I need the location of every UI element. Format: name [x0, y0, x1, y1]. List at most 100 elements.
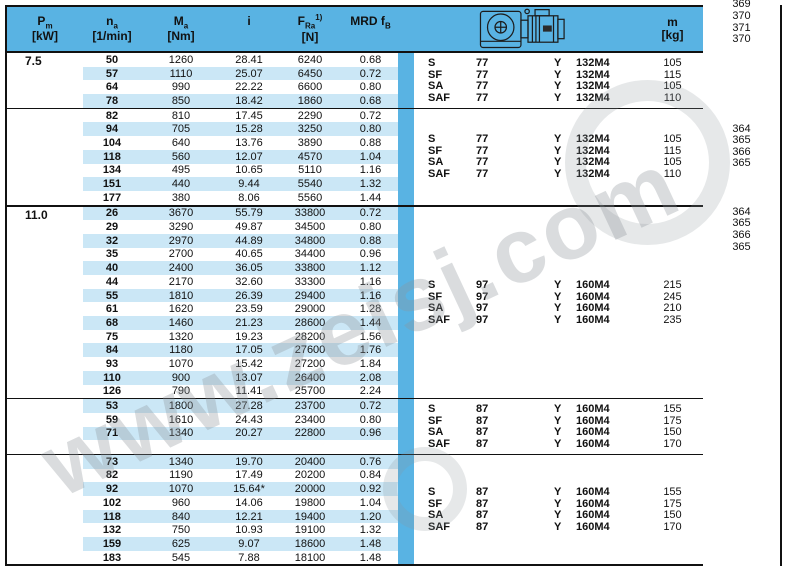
cell-output-torque: 900 [171, 371, 191, 384]
cell-output-speed: 84 [105, 344, 119, 357]
table-row: 26 3670 55.79 33800 0.72 [83, 206, 398, 221]
cell-service-factor: 0.80 [359, 221, 382, 234]
unit-type: SA [428, 426, 444, 439]
cell-output-speed: 59 [105, 413, 119, 426]
cell-output-torque: 960 [171, 496, 191, 509]
cell-service-factor: 1.48 [359, 551, 382, 564]
motor-frame: 160M4 [576, 290, 610, 303]
motor-series: Y [554, 91, 562, 104]
cell-gear-ratio: 17.45 [235, 109, 263, 122]
cell-gear-ratio: 10.65 [235, 164, 263, 177]
unit-mass: 155 [663, 486, 682, 499]
cell-gear-ratio: 15.42 [235, 357, 263, 370]
cell-output-torque: 1460 [168, 316, 194, 329]
cell-gear-ratio: 8.06 [238, 191, 260, 204]
power-column: 7.5 [7, 53, 83, 108]
motor-series: Y [554, 414, 562, 427]
unit-mass: 215 [663, 278, 682, 291]
cell-output-speed: 118 [103, 150, 121, 163]
cell-radial-force: 5560 [297, 191, 323, 204]
cell-radial-force: 5110 [298, 164, 322, 177]
cell-service-factor: 0.72 [359, 109, 382, 122]
motor-series: Y [554, 80, 562, 93]
cell-service-factor: 0.88 [359, 136, 382, 149]
cell-service-factor: 0.92 [359, 483, 382, 496]
motor-series: Y [554, 521, 562, 534]
cell-service-factor: 1.56 [359, 330, 382, 343]
cell-output-torque: 990 [171, 81, 191, 94]
table-row [83, 440, 398, 454]
catalog-page-number: 365 [703, 240, 780, 573]
col-header-speed-symbol: na [106, 13, 118, 31]
table-row: 50 1260 28.41 6240 0.68 [83, 53, 398, 67]
cell-radial-force: 3250 [297, 123, 323, 136]
motor-series: Y [554, 56, 562, 69]
cell-gear-ratio: 55.79 [235, 207, 263, 220]
table-row: 40 2400 36.05 33800 1.12 [83, 261, 398, 275]
cell-radial-force: 34800 [294, 234, 326, 247]
cell-radial-force: 28600 [294, 316, 326, 329]
cell-gear-ratio: 26.39 [235, 289, 263, 302]
motor-frame: 132M4 [576, 156, 610, 169]
cell-output-speed: 32 [105, 234, 119, 247]
cell-output-speed: 44 [105, 275, 119, 288]
motor-series: Y [554, 133, 562, 146]
unit-type: SF [428, 290, 443, 303]
cell-output-speed: 35 [105, 248, 119, 261]
cell-radial-force: 1860 [297, 94, 323, 107]
cell-gear-ratio: 18.42 [235, 94, 263, 107]
cell-radial-force: 18100 [294, 551, 326, 564]
col-header-ratio: i [221, 7, 277, 51]
cell-gear-ratio: 24.43 [235, 413, 263, 426]
unit-mass: 155 [663, 403, 682, 416]
power-column [7, 455, 83, 565]
motor-series: Y [554, 313, 562, 326]
cell-output-torque: 1810 [168, 289, 194, 302]
unit-mass: 115 [663, 144, 682, 157]
unit-mass: 105 [663, 133, 682, 146]
cell-radial-force: 23400 [294, 413, 326, 426]
cell-radial-force: 6240 [297, 53, 323, 66]
col-header-service-factor-symbol: MRD fB [350, 14, 391, 31]
cell-service-factor: 0.72 [359, 207, 382, 220]
power-column [7, 399, 83, 454]
cell-output-speed: 102 [102, 496, 122, 509]
unit-type: S [428, 278, 436, 291]
cell-radial-force: 6450 [297, 67, 323, 80]
table-row: 118 560 12.07 4570 1.04 [83, 149, 398, 164]
col-header-speed-unit: [1/min] [92, 29, 132, 44]
cell-radial-force: 19800 [294, 496, 326, 509]
unit-size: 87 [476, 509, 489, 522]
cell-gear-ratio: 15.64* [233, 483, 265, 496]
table-row: 57 1110 25.07 6450 0.72 [83, 66, 398, 81]
cell-output-speed: 134 [102, 164, 122, 177]
cell-output-torque: 2170 [168, 275, 194, 288]
motor-frame: 132M4 [576, 80, 610, 93]
cell-output-speed: 104 [102, 136, 122, 149]
cell-gear-ratio: 49.87 [235, 221, 263, 234]
unit-type: S [428, 486, 436, 499]
cell-radial-force: 29000 [294, 303, 326, 316]
cell-radial-force: 27200 [294, 357, 326, 370]
unit-type: S [428, 56, 436, 69]
col-header-power-symbol: Pm [37, 13, 53, 31]
unit-mass: 175 [663, 414, 682, 427]
cell-output-torque: 2700 [168, 248, 194, 261]
motor-series: Y [554, 403, 562, 416]
unit-mass: 245 [663, 290, 682, 303]
cell-radial-force: 19100 [294, 524, 326, 537]
data-rows: 82 810 17.45 2290 0.72 94 705 15.28 3250… [83, 109, 398, 205]
motor-series: Y [554, 509, 562, 522]
cell-output-speed: 94 [105, 123, 119, 136]
cell-gear-ratio: 19.70 [235, 455, 263, 468]
cell-output-torque: 3290 [168, 221, 194, 234]
cell-service-factor: 0.72 [359, 67, 382, 80]
cell-gear-ratio: 13.76 [235, 136, 263, 149]
col-header-torque-symbol: Ma [173, 13, 189, 31]
motor-series: Y [554, 68, 562, 81]
unit-type: SA [428, 509, 444, 522]
cell-output-speed: 75 [105, 330, 119, 343]
cell-output-speed: 57 [105, 67, 119, 80]
unit-mass: 105 [663, 156, 682, 169]
